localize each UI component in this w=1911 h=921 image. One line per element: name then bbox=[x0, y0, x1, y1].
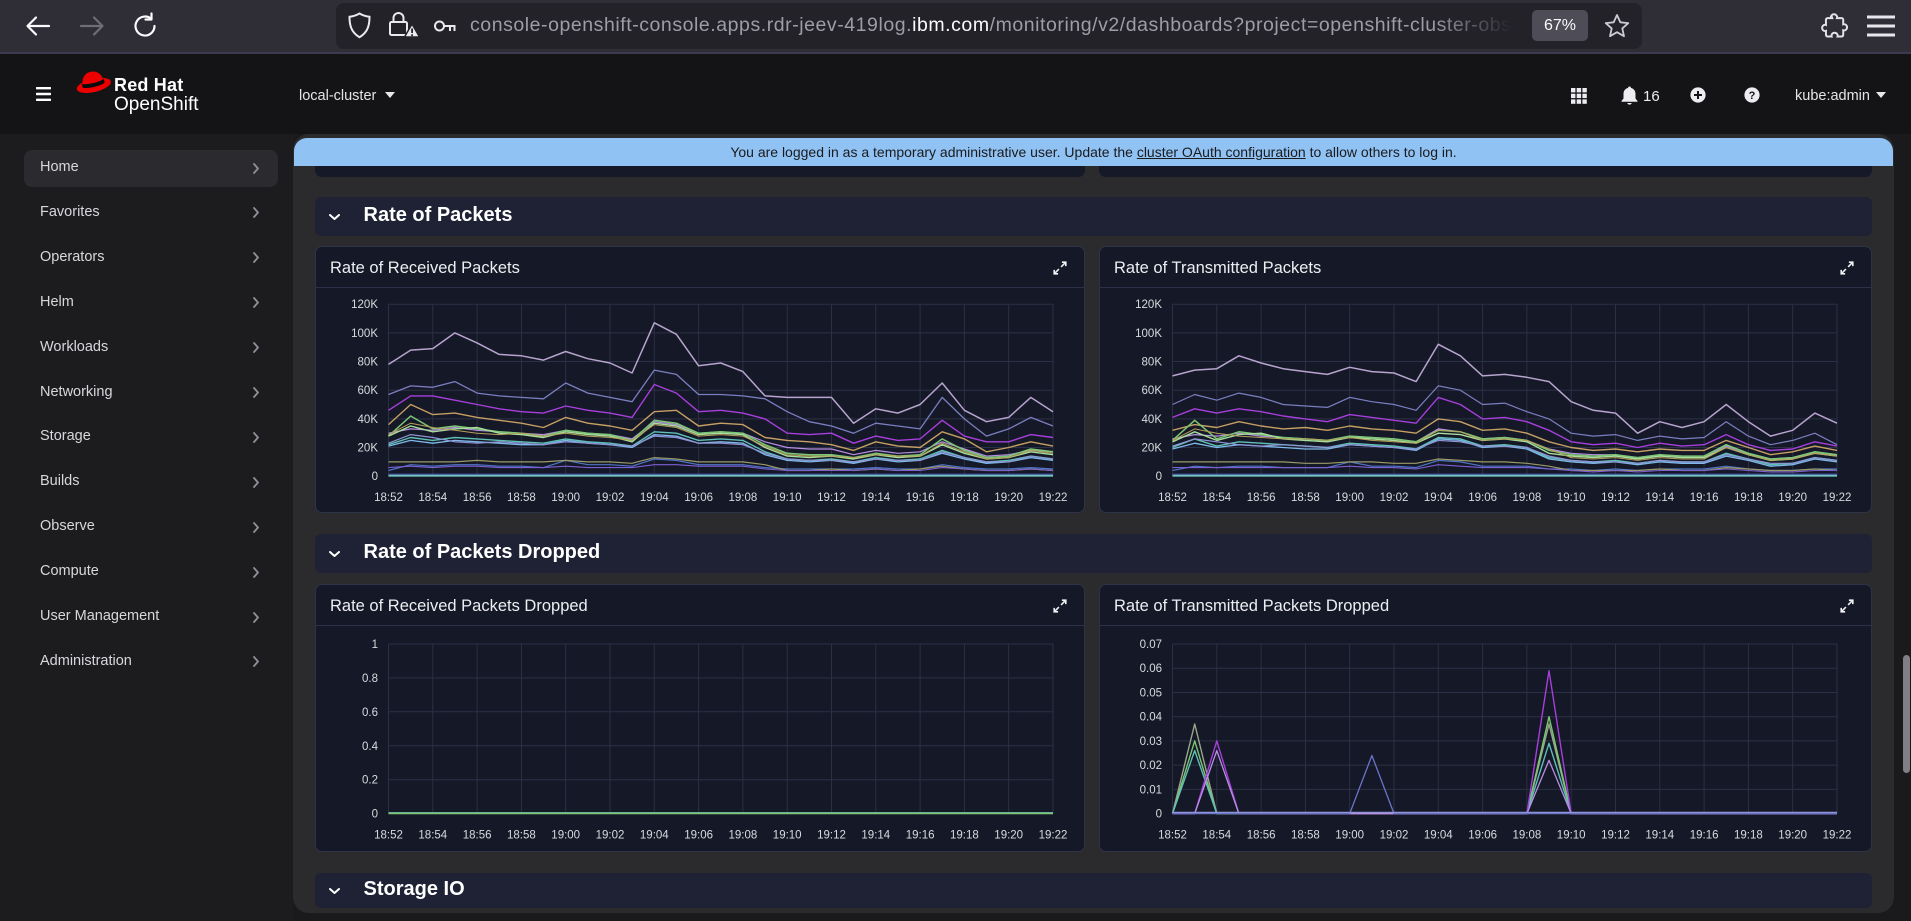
svg-text:19:02: 19:02 bbox=[596, 492, 625, 504]
svg-text:18:56: 18:56 bbox=[1247, 492, 1276, 504]
svg-text:19:04: 19:04 bbox=[1424, 830, 1453, 842]
svg-text:19:20: 19:20 bbox=[1778, 830, 1807, 842]
svg-text:?: ? bbox=[1749, 90, 1756, 102]
svg-text:19:04: 19:04 bbox=[640, 830, 669, 842]
svg-text:19:22: 19:22 bbox=[1039, 830, 1068, 842]
svg-text:18:56: 18:56 bbox=[463, 830, 492, 842]
svg-text:19:16: 19:16 bbox=[906, 492, 935, 504]
svg-text:19:08: 19:08 bbox=[729, 830, 758, 842]
svg-text:19:06: 19:06 bbox=[684, 830, 713, 842]
svg-text:18:52: 18:52 bbox=[1158, 830, 1187, 842]
svg-text:20K: 20K bbox=[1142, 443, 1163, 455]
svg-text:18:54: 18:54 bbox=[418, 830, 447, 842]
svg-text:0.07: 0.07 bbox=[1140, 639, 1162, 651]
svg-text:60K: 60K bbox=[358, 385, 379, 397]
svg-text:19:10: 19:10 bbox=[773, 492, 802, 504]
svg-text:19:22: 19:22 bbox=[1823, 830, 1852, 842]
svg-text:18:52: 18:52 bbox=[1158, 492, 1187, 504]
svg-text:0.8: 0.8 bbox=[362, 673, 378, 685]
svg-text:18:52: 18:52 bbox=[374, 830, 403, 842]
svg-text:19:22: 19:22 bbox=[1039, 492, 1068, 504]
svg-text:19:18: 19:18 bbox=[1734, 492, 1763, 504]
svg-text:80K: 80K bbox=[1142, 357, 1163, 369]
svg-text:19:12: 19:12 bbox=[817, 492, 846, 504]
svg-text:40K: 40K bbox=[1142, 414, 1163, 426]
svg-text:1: 1 bbox=[372, 639, 378, 651]
svg-text:60K: 60K bbox=[1142, 385, 1163, 397]
svg-text:19:08: 19:08 bbox=[1513, 492, 1542, 504]
svg-text:0: 0 bbox=[1156, 471, 1162, 483]
svg-text:18:58: 18:58 bbox=[1291, 830, 1320, 842]
svg-text:19:12: 19:12 bbox=[817, 830, 846, 842]
svg-text:0.01: 0.01 bbox=[1140, 785, 1162, 797]
svg-text:19:18: 19:18 bbox=[950, 492, 979, 504]
svg-text:120K: 120K bbox=[351, 299, 378, 311]
svg-text:0.04: 0.04 bbox=[1140, 712, 1163, 724]
svg-text:19:16: 19:16 bbox=[906, 830, 935, 842]
svg-text:18:58: 18:58 bbox=[1291, 492, 1320, 504]
svg-text:40K: 40K bbox=[358, 414, 379, 426]
svg-text:19:08: 19:08 bbox=[1513, 830, 1542, 842]
svg-text:19:10: 19:10 bbox=[773, 830, 802, 842]
svg-text:18:54: 18:54 bbox=[1202, 492, 1231, 504]
svg-text:19:00: 19:00 bbox=[551, 492, 580, 504]
svg-text:19:02: 19:02 bbox=[1380, 492, 1409, 504]
svg-text:19:10: 19:10 bbox=[1557, 830, 1586, 842]
svg-text:19:10: 19:10 bbox=[1557, 492, 1586, 504]
svg-text:19:20: 19:20 bbox=[994, 492, 1023, 504]
svg-text:19:22: 19:22 bbox=[1823, 492, 1852, 504]
svg-text:0: 0 bbox=[372, 471, 378, 483]
svg-text:18:58: 18:58 bbox=[507, 830, 536, 842]
svg-text:19:20: 19:20 bbox=[1778, 492, 1807, 504]
svg-text:19:12: 19:12 bbox=[1601, 492, 1630, 504]
svg-text:19:04: 19:04 bbox=[1424, 492, 1453, 504]
svg-text:19:02: 19:02 bbox=[1380, 830, 1409, 842]
svg-text:19:14: 19:14 bbox=[1645, 492, 1674, 504]
svg-text:19:18: 19:18 bbox=[1734, 830, 1763, 842]
svg-text:0.02: 0.02 bbox=[1140, 760, 1162, 772]
svg-text:19:02: 19:02 bbox=[596, 830, 625, 842]
svg-text:0.03: 0.03 bbox=[1140, 736, 1162, 748]
svg-text:19:14: 19:14 bbox=[861, 492, 890, 504]
svg-text:80K: 80K bbox=[358, 357, 379, 369]
svg-text:19:00: 19:00 bbox=[1335, 492, 1364, 504]
svg-text:18:56: 18:56 bbox=[463, 492, 492, 504]
svg-text:0: 0 bbox=[372, 809, 378, 821]
svg-text:0.05: 0.05 bbox=[1140, 688, 1162, 700]
svg-text:19:04: 19:04 bbox=[640, 492, 669, 504]
svg-text:19:08: 19:08 bbox=[729, 492, 758, 504]
svg-text:20K: 20K bbox=[358, 443, 379, 455]
svg-text:120K: 120K bbox=[1135, 299, 1162, 311]
svg-text:19:14: 19:14 bbox=[1645, 830, 1674, 842]
svg-text:18:54: 18:54 bbox=[1202, 830, 1231, 842]
svg-text:0.6: 0.6 bbox=[362, 707, 378, 719]
svg-text:0.06: 0.06 bbox=[1140, 664, 1162, 676]
svg-text:18:56: 18:56 bbox=[1247, 830, 1276, 842]
svg-text:18:58: 18:58 bbox=[507, 492, 536, 504]
svg-text:19:12: 19:12 bbox=[1601, 830, 1630, 842]
svg-text:19:00: 19:00 bbox=[551, 830, 580, 842]
svg-text:19:18: 19:18 bbox=[950, 830, 979, 842]
svg-text:0.2: 0.2 bbox=[362, 775, 378, 787]
svg-text:19:06: 19:06 bbox=[1468, 492, 1497, 504]
svg-text:19:06: 19:06 bbox=[1468, 830, 1497, 842]
svg-text:19:14: 19:14 bbox=[861, 830, 890, 842]
svg-text:18:54: 18:54 bbox=[418, 492, 447, 504]
svg-text:0: 0 bbox=[1156, 809, 1162, 821]
svg-text:18:52: 18:52 bbox=[374, 492, 403, 504]
svg-text:19:00: 19:00 bbox=[1335, 830, 1364, 842]
svg-text:100K: 100K bbox=[351, 328, 378, 340]
svg-text:100K: 100K bbox=[1135, 328, 1162, 340]
svg-text:19:06: 19:06 bbox=[684, 492, 713, 504]
svg-text:19:16: 19:16 bbox=[1690, 830, 1719, 842]
svg-text:19:16: 19:16 bbox=[1690, 492, 1719, 504]
svg-text:19:20: 19:20 bbox=[994, 830, 1023, 842]
svg-text:0.4: 0.4 bbox=[362, 741, 379, 753]
